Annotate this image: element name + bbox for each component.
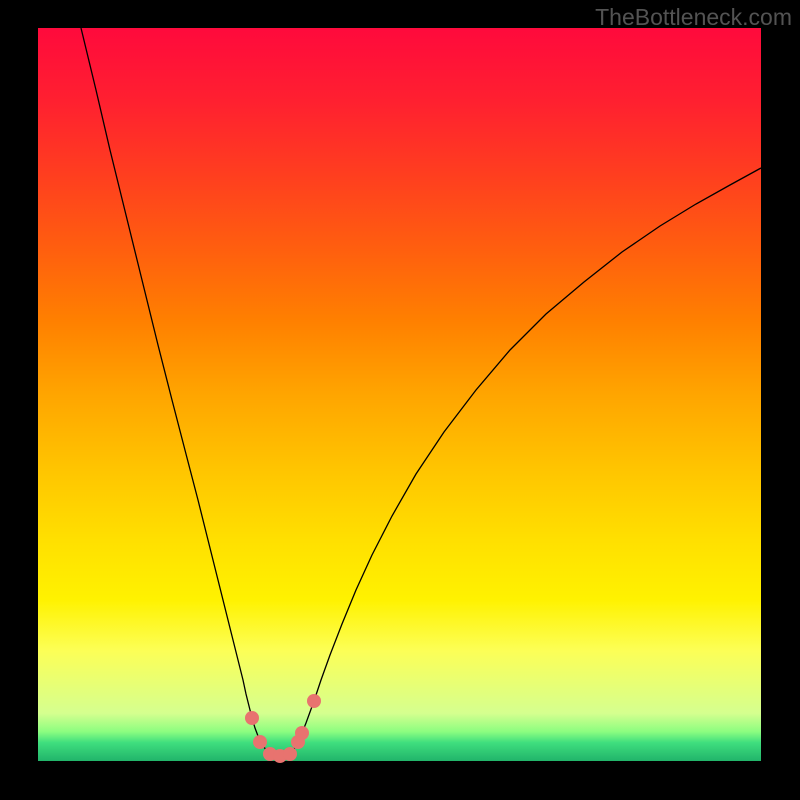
marker-point: [295, 726, 309, 740]
marker-point: [253, 735, 267, 749]
marker-point: [307, 694, 321, 708]
chart-container: TheBottleneck.com: [0, 0, 800, 800]
marker-point: [283, 747, 297, 761]
watermark-text: TheBottleneck.com: [595, 4, 792, 31]
plot-background: [38, 28, 761, 761]
marker-point: [245, 711, 259, 725]
chart-svg: [0, 0, 800, 800]
